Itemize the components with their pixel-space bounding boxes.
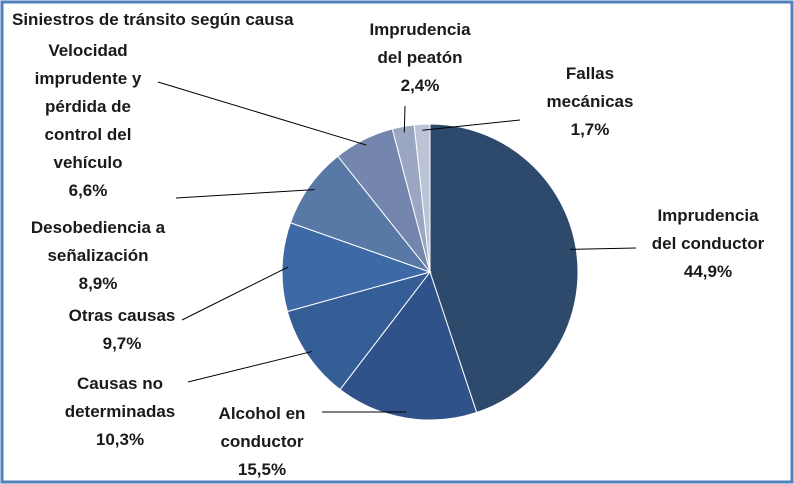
value-label: 9,7%: [102, 334, 142, 353]
leader-line: [181, 266, 289, 321]
category-label: Otras causas: [68, 306, 176, 325]
category-label: Alcohol en conductor: [218, 404, 306, 451]
chart-title: Siniestros de tránsito según causa: [12, 10, 294, 29]
leader-line: [570, 247, 637, 250]
pie-slice: [413, 123, 431, 273]
value-label: 2,4%: [400, 76, 440, 95]
leader-line: [187, 350, 313, 383]
category-label: Desobediencia a señalización: [30, 218, 166, 265]
leader-line: [422, 119, 521, 131]
value-label: 6,6%: [68, 181, 108, 200]
leader-line: [403, 105, 406, 133]
slice-label: Otras causas 9,7%: [42, 302, 202, 358]
leader-line: [175, 189, 315, 199]
slice-label: Causas no determinadas 10,3%: [60, 370, 180, 454]
leader-line: [157, 81, 367, 146]
category-label: Imprudencia del peatón: [369, 20, 471, 67]
slice-label: Alcohol en conductor 15,5%: [212, 400, 312, 484]
slice-label: Velocidad imprudente y pérdida de contro…: [23, 37, 153, 205]
value-label: 15,5%: [237, 460, 287, 479]
category-label: Imprudencia del conductor: [651, 206, 765, 253]
slice-label: Desobediencia a señalización 8,9%: [31, 214, 166, 298]
pie-slice: [281, 222, 432, 313]
slice-label: Imprudencia del peatón 2,4%: [360, 16, 480, 100]
pie-slice: [286, 271, 432, 391]
category-label: Causas no determinadas: [64, 374, 176, 421]
category-label: Velocidad imprudente y pérdida de contro…: [34, 41, 142, 172]
slice-label: Imprudencia del conductor 44,9%: [646, 202, 771, 286]
value-label: 10,3%: [95, 430, 145, 449]
value-label: 8,9%: [78, 274, 118, 293]
pie-slice: [289, 155, 432, 274]
value-label: 44,9%: [683, 262, 733, 281]
pie-slice: [339, 270, 478, 421]
slice-label: Fallas mecánicas 1,7%: [535, 60, 645, 144]
pie-slice: [429, 123, 579, 414]
value-label: 1,7%: [570, 120, 610, 139]
category-label: Fallas mecánicas: [546, 64, 634, 111]
